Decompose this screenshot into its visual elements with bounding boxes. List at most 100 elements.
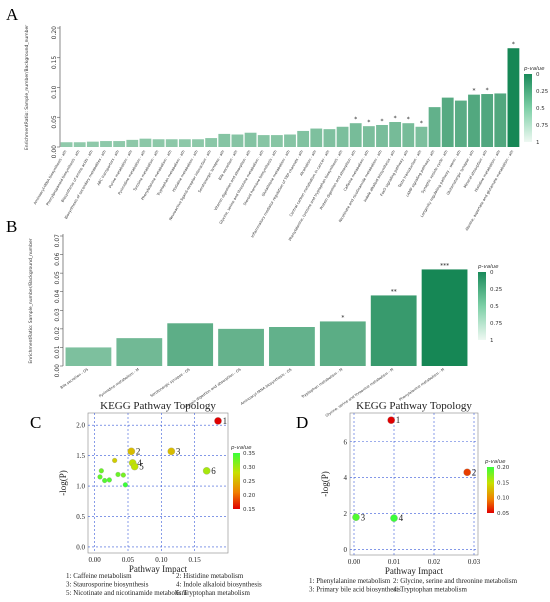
point-label: 3	[176, 446, 181, 456]
y-tick-label: 0.20	[51, 26, 58, 40]
y-tick-label: 0.15	[51, 56, 58, 70]
chart-title: KEGG Pathway Topology	[100, 400, 216, 412]
significance-label: *	[512, 41, 515, 48]
plot-area	[87, 412, 229, 554]
x-tick-label: 0.00	[89, 556, 102, 564]
caption-entry: 1: Caffeine metabolism	[66, 572, 132, 580]
category-label: Tyrosine metabolism - ath	[132, 150, 159, 193]
data-point	[98, 468, 104, 474]
caption-entry: 3: Staurosporine biosynthesis	[66, 581, 149, 589]
legend-colorbar	[478, 272, 486, 340]
data-point	[115, 471, 121, 478]
point-label: 1	[396, 415, 401, 425]
bar	[116, 338, 163, 366]
bar	[349, 123, 362, 147]
panel-label-b: B	[6, 217, 17, 236]
category-label: Purine metabolism - ath	[108, 150, 133, 189]
legend-tick-label: 0.5	[490, 304, 499, 310]
panel-label-c: C	[30, 413, 41, 432]
category-label: Phenylalanine metabolism - M	[398, 368, 445, 402]
x-axis-label: Pathway Impact	[385, 566, 444, 576]
bar	[218, 133, 231, 147]
data-point	[463, 468, 471, 477]
bar	[454, 100, 467, 147]
legend-colorbar	[524, 74, 532, 142]
category-label: Aminoacyl-tRNA biosynthesis - OS	[240, 367, 293, 406]
chart-d: KEGG Pathway Topology 0.00 0.01 0.02 0.03 0 2 4…	[309, 400, 518, 594]
y-tick-label: 0.02	[54, 327, 61, 341]
point-label: 2	[136, 446, 141, 456]
significance-label: *	[367, 119, 370, 126]
data-point	[106, 477, 112, 483]
category-label: Mineral absorption - ath	[463, 149, 488, 188]
y-tick-label: 0.5	[76, 513, 85, 521]
data-point	[122, 482, 128, 488]
category-label: Pyrimidine metabolism - M	[98, 368, 140, 399]
category-label: Serotonergic synapse - ath	[198, 149, 226, 193]
caption-entry: 5: Nicotinate and nicotinamide metabolis…	[66, 589, 187, 597]
y-tick-label: 0.03	[54, 308, 61, 322]
y-tick-label: 0.0	[76, 543, 85, 551]
legend-colorbar	[233, 453, 240, 509]
bar	[165, 139, 178, 147]
category-label: Histidine metabolism - ath	[172, 150, 199, 193]
y-tick-label: 0.04	[54, 290, 61, 304]
significance-label: *	[381, 118, 384, 125]
legend-tick-label: 0.5	[536, 106, 545, 112]
legend-tick-label: 0.25	[536, 89, 549, 95]
bar	[86, 141, 99, 147]
bar	[319, 321, 366, 366]
legend-title: p-value	[230, 445, 252, 451]
legend-tick-label: 0.25	[490, 287, 503, 293]
x-tick-label: 0.01	[388, 558, 401, 566]
category-label: Bile secretion - OS	[60, 367, 90, 390]
category-label: Caffeine metabolism - ath	[343, 150, 370, 192]
significance-label: *	[341, 314, 344, 321]
point-label: 1	[223, 416, 228, 426]
panel-label-d: D	[296, 413, 308, 432]
bar	[167, 323, 214, 366]
point-label: 4	[399, 513, 404, 523]
category-label: Histidine metabolism - ath	[474, 150, 501, 193]
plot-area	[349, 412, 479, 556]
legend-tick-label: 0.10	[497, 496, 510, 502]
caption-entry: 1: Phenylalanine metabolism	[309, 577, 391, 585]
x-tick-label: 0.03	[468, 558, 481, 566]
legend-tick-label: 0.75	[536, 123, 549, 129]
legend-tick-label: 0.15	[243, 507, 256, 513]
legend-tick-label: 0.05	[497, 511, 510, 517]
chart-b: 0.00 0.01 0.02 0.03 0.04 0.05 0.06 0.07 Enrichme…	[28, 234, 503, 418]
point-label: 3	[361, 512, 366, 522]
x-tick-label: 0.00	[348, 558, 361, 566]
data-point	[387, 416, 395, 424]
legend-tick-label: 0.75	[490, 321, 503, 327]
x-tick-label: 0.05	[122, 556, 135, 564]
data-point	[112, 457, 118, 464]
y-tick-label: 0.06	[54, 252, 61, 266]
bar	[370, 295, 417, 366]
legend-tick-label: 0	[490, 270, 494, 276]
bar	[362, 126, 375, 147]
legend-tick-label: 0	[536, 72, 540, 78]
legend-tick-label: 1	[536, 140, 540, 146]
legend-tick-label: 1	[490, 338, 494, 344]
point-label: 6	[211, 466, 216, 476]
bar	[284, 134, 296, 147]
y-tick-label: 0.05	[54, 271, 61, 285]
significance-label: *	[407, 116, 410, 123]
significance-label: **	[391, 288, 397, 295]
y-axis-label: -log(P)	[58, 470, 68, 496]
bar	[297, 130, 310, 147]
y-tick-label: 6	[344, 438, 348, 446]
bar	[73, 142, 86, 147]
y-tick-label: 0.00	[54, 364, 61, 378]
y-tick-label: 2.0	[76, 422, 85, 430]
legend-tick-label: 0.20	[243, 493, 256, 499]
y-tick-label: 0.10	[51, 85, 58, 99]
panel-label-a: A	[6, 5, 19, 24]
y-tick-label: 0.05	[51, 115, 58, 129]
category-label: Serotonergic synapse - OS	[150, 367, 192, 398]
caption-entry: 3: Primary bile acid biosynthesis	[309, 586, 401, 594]
data-point	[390, 514, 398, 522]
